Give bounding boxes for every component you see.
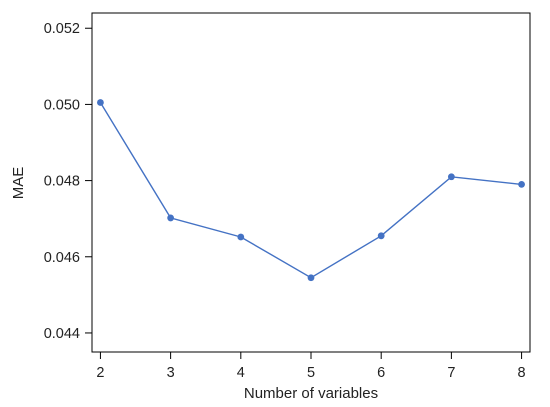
x-tick-label: 8 [518, 365, 526, 381]
y-axis-title: MAE [10, 167, 27, 200]
y-tick-label: 0.048 [44, 174, 80, 190]
x-axis-ticks: 2 3 4 5 6 7 8 [96, 352, 526, 381]
x-tick-label: 5 [307, 365, 315, 381]
y-tick-label: 0.050 [44, 97, 80, 113]
y-tick-label: 0.044 [44, 326, 80, 342]
data-point [518, 181, 525, 188]
x-tick-label: 6 [377, 365, 385, 381]
series-points [97, 99, 525, 282]
x-tick-label: 7 [447, 365, 455, 381]
series-line [99, 102, 522, 279]
x-axis-title: Number of variables [244, 385, 378, 402]
y-tick-label: 0.046 [44, 250, 80, 266]
data-point [447, 173, 455, 181]
data-point [377, 232, 385, 240]
y-tick-label: 0.052 [44, 21, 80, 37]
x-tick-label: 3 [167, 365, 175, 381]
y-axis-ticks: 0.044 0.046 0.048 0.050 0.052 [44, 21, 92, 342]
data-point [97, 99, 104, 106]
x-tick-label: 2 [96, 365, 104, 381]
data-point [167, 214, 175, 222]
x-tick-label: 4 [237, 365, 245, 381]
data-point [237, 233, 245, 241]
data-point [307, 274, 315, 282]
plot-frame [91, 12, 531, 353]
